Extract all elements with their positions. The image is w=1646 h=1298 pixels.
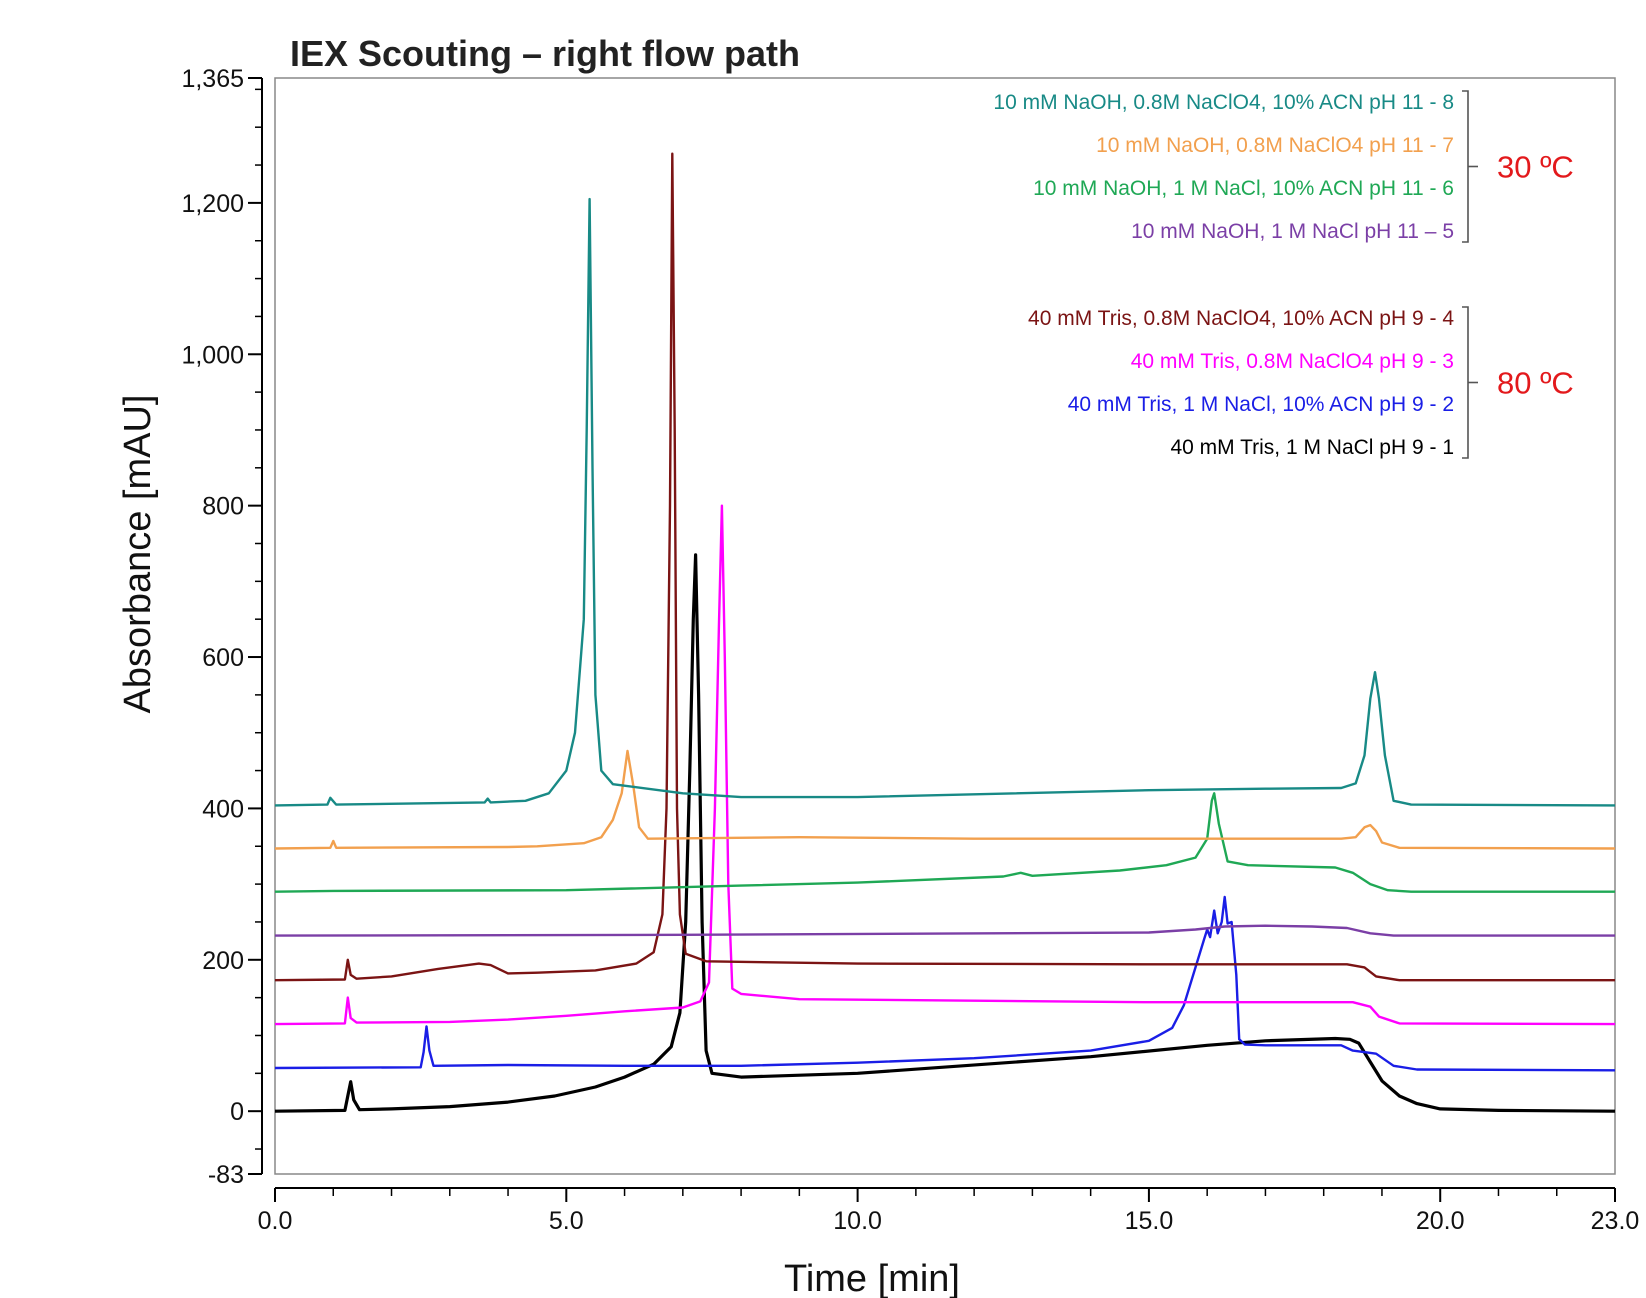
x-tick-label: 10.0: [833, 1207, 882, 1235]
legend-group-bracket: [1462, 90, 1469, 243]
series-line-7: [274, 895, 1616, 1072]
x-tick-label: 20.0: [1416, 1207, 1465, 1235]
series-line-1: [274, 197, 1616, 807]
x-axis-label: Time [min]: [784, 1258, 960, 1298]
legend-entry: 40 mM Tris, 1 M NaCl, 10% ACN pH 9 - 2: [1068, 393, 1454, 416]
y-ticks: 1,365 1,200 1,000 800 600 400 200 0 -83: [181, 65, 262, 1189]
y-tick-label: 1,200: [181, 190, 244, 218]
series-line-2: [274, 749, 1616, 850]
legend-entry: 10 mM NaOH, 1 M NaCl pH 11 – 5: [1131, 220, 1454, 243]
series-layer: [274, 152, 1616, 1113]
series-line-6: [274, 504, 1616, 1026]
x-tick-label: 5.0: [549, 1207, 584, 1235]
y-tick-label: 1,000: [181, 341, 244, 369]
plot-frame: [274, 77, 1616, 1175]
legend-entry: 10 mM NaOH, 1 M NaCl, 10% ACN pH 11 - 6: [1033, 177, 1454, 200]
y-tick-label: 1,365: [181, 65, 244, 93]
legend-entry: 10 mM NaOH, 0.8M NaClO4 pH 11 - 7: [1096, 134, 1454, 157]
x-ticks: 0.0 5.0 10.0 15.0 20.0 23.0: [258, 1188, 1640, 1235]
legend-entry: 40 mM Tris, 1 M NaCl pH 9 - 1: [1170, 436, 1454, 459]
x-tick-label: 15.0: [1125, 1207, 1174, 1235]
y-tick-label: 200: [202, 947, 244, 975]
series-line-4: [274, 924, 1615, 937]
legend-entry: 40 mM Tris, 0.8M NaClO4 pH 9 - 3: [1131, 350, 1454, 373]
series-line-5: [274, 152, 1615, 982]
series-line-3: [274, 792, 1615, 893]
legend-group-bracket: [1462, 306, 1469, 459]
chart-title: IEX Scouting – right flow path: [290, 33, 800, 74]
y-tick-label: 600: [202, 644, 244, 672]
x-tick-label: 0.0: [258, 1207, 293, 1235]
legend-group-label: 30 ºC: [1497, 150, 1574, 185]
y-tick-label: 800: [202, 493, 244, 521]
legend-group-label: 80 ºC: [1497, 366, 1574, 401]
y-tick-label: -83: [208, 1161, 244, 1189]
y-tick-label: 0: [230, 1098, 244, 1126]
x-tick-label: 23.0: [1591, 1207, 1640, 1235]
series-line-8: [274, 553, 1616, 1113]
legend: 10 mM NaOH, 0.8M NaClO4, 10% ACN pH 11 -…: [993, 90, 1574, 459]
legend-entry: 10 mM NaOH, 0.8M NaClO4, 10% ACN pH 11 -…: [993, 91, 1454, 114]
y-tick-label: 400: [202, 795, 244, 823]
y-axis-label: Absorbance [mAU]: [117, 395, 159, 714]
legend-entry: 40 mM Tris, 0.8M NaClO4, 10% ACN pH 9 - …: [1028, 307, 1454, 330]
